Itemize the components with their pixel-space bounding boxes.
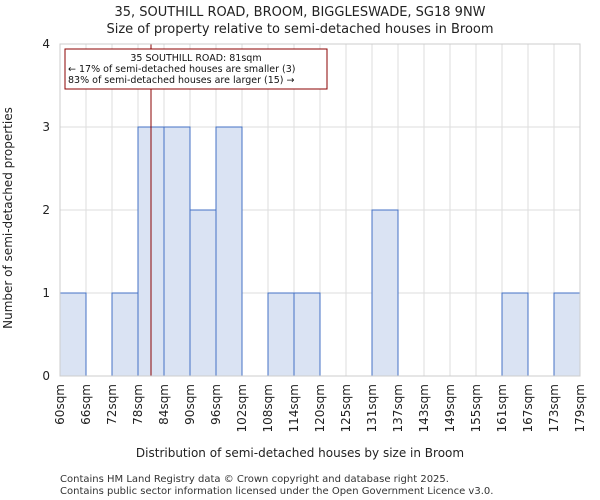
x-tick-label: 167sqm [521,384,535,432]
chart-subtitle: Size of property relative to semi-detach… [106,22,493,37]
bar-161sqm [501,292,529,377]
x-tick-label: 66sqm [79,384,93,425]
x-tick-label: 173sqm [547,384,561,432]
annotation-line3: 83% of semi-detached houses are larger (… [68,75,295,86]
x-axis-label: Distribution of semi-detached houses by … [136,446,464,460]
annotation-line2: ← 17% of semi-detached houses are smalle… [68,64,296,75]
plot-frame [59,43,581,377]
bar-173sqm [553,292,581,377]
x-tick-label: 108sqm [261,384,275,432]
bar-114sqm [293,292,321,377]
x-tick-label: 72sqm [105,384,119,425]
chart-title: 35, SOUTHILL ROAD, BROOM, BIGGLESWADE, S… [114,5,485,20]
x-tick-label: 155sqm [469,384,483,432]
annotation-box: 35 SOUTHILL ROAD: 81sqm ← 17% of semi-de… [64,48,328,90]
y-tick-label: 3 [42,120,50,134]
x-tick-label: 78sqm [131,384,145,425]
x-tick-label: 179sqm [573,384,587,432]
footer-line2: Contains public sector information licen… [60,486,493,497]
footer-line1: Contains HM Land Registry data © Crown c… [60,474,449,485]
y-tick-labels: 0 1 2 3 4 [42,37,50,383]
x-tick-label: 102sqm [235,384,249,432]
y-axis-label: Number of semi-detached properties [1,107,15,329]
x-tick-label: 131sqm [365,384,379,432]
x-tick-label: 149sqm [443,384,457,432]
y-tick-label: 4 [42,37,50,51]
x-tick-label: 125sqm [339,384,353,432]
x-tick-label: 60sqm [53,384,67,425]
x-tick-label: 84sqm [157,384,171,425]
x-tick-label: 161sqm [495,384,509,432]
x-tick-labels: 60sqm 66sqm 72sqm 78sqm 84sqm 90sqm 96sqm 102sq… [53,384,587,432]
bar-60sqm [59,292,87,377]
bar-131sqm [371,209,399,377]
y-tick-label: 0 [42,369,50,383]
bar-84sqm [163,126,191,377]
bar-108sqm [267,292,295,377]
x-tick-label: 143sqm [417,384,431,432]
x-tick-label: 137sqm [391,384,405,432]
x-tick-label: 114sqm [287,384,301,432]
y-tick-label: 1 [42,286,50,300]
annotation-line1: 35 SOUTHILL ROAD: 81sqm [130,53,261,64]
x-tick-label: 90sqm [183,384,197,425]
x-tick-label: 96sqm [209,384,223,425]
y-tick-label: 2 [42,203,50,217]
x-tick-label: 120sqm [313,384,327,432]
bar-72sqm [111,292,139,377]
bar-90sqm [189,209,217,377]
bar-96sqm [215,126,243,377]
